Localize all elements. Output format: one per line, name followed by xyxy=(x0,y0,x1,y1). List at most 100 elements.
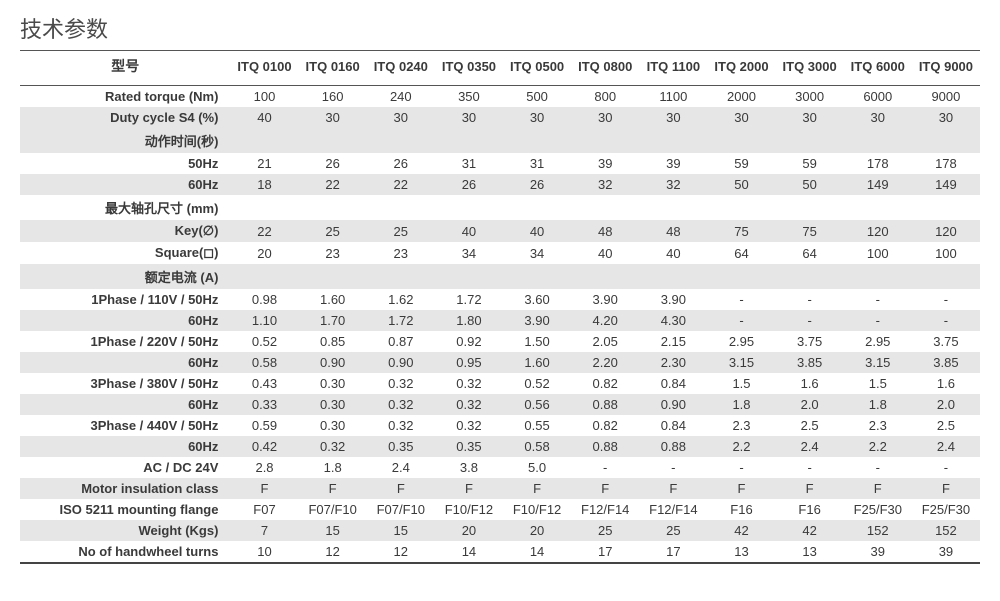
row-label: 60Hz xyxy=(20,310,230,331)
cell: - xyxy=(571,457,639,478)
cell: 0.88 xyxy=(571,436,639,457)
cell: 48 xyxy=(571,220,639,242)
top-rule xyxy=(20,50,980,51)
cell: 26 xyxy=(367,153,435,174)
cell: 3.90 xyxy=(571,289,639,310)
cell: F07/F10 xyxy=(299,499,367,520)
cell: - xyxy=(912,289,980,310)
col-head: ITQ 0100 xyxy=(230,53,298,79)
cell: 3000 xyxy=(776,86,844,107)
cell: 240 xyxy=(367,86,435,107)
cell: 39 xyxy=(912,541,980,562)
cell: - xyxy=(844,289,912,310)
cell: 0.90 xyxy=(299,352,367,373)
cell: 5.0 xyxy=(503,457,571,478)
cell: 40 xyxy=(230,107,298,128)
col-head: ITQ 0240 xyxy=(367,53,435,79)
cell: - xyxy=(707,457,775,478)
cell: 40 xyxy=(571,242,639,264)
cell: 1.6 xyxy=(912,373,980,394)
cell: 2.95 xyxy=(844,331,912,352)
cell: 30 xyxy=(639,107,707,128)
cell: 3.15 xyxy=(844,352,912,373)
cell: 9000 xyxy=(912,86,980,107)
cell: 30 xyxy=(707,107,775,128)
cell: 0.32 xyxy=(435,394,503,415)
cell: F xyxy=(639,478,707,499)
cell xyxy=(912,195,980,220)
cell: F xyxy=(707,478,775,499)
cell: 1.72 xyxy=(367,310,435,331)
cell: F xyxy=(230,478,298,499)
cell: F xyxy=(367,478,435,499)
cell: F xyxy=(776,478,844,499)
table-row: 最大轴孔尺寸 (mm) xyxy=(20,195,980,220)
cell xyxy=(639,264,707,289)
row-label: 动作时间(秒) xyxy=(20,128,230,153)
row-label: 50Hz xyxy=(20,153,230,174)
cell xyxy=(435,195,503,220)
cell: 0.33 xyxy=(230,394,298,415)
page-title: 技术参数 xyxy=(20,12,980,44)
cell: 1.60 xyxy=(503,352,571,373)
cell: 1.72 xyxy=(435,289,503,310)
cell: 0.84 xyxy=(639,415,707,436)
cell: 100 xyxy=(230,86,298,107)
model-label: 型号 xyxy=(20,53,230,79)
table-row: 60Hz0.580.900.900.951.602.202.303.153.85… xyxy=(20,352,980,373)
cell xyxy=(503,264,571,289)
col-head: ITQ 3000 xyxy=(776,53,844,79)
cell: 0.92 xyxy=(435,331,503,352)
cell: 30 xyxy=(435,107,503,128)
row-label: 60Hz xyxy=(20,352,230,373)
cell: 0.98 xyxy=(230,289,298,310)
cell: - xyxy=(912,310,980,331)
cell: 75 xyxy=(707,220,775,242)
cell: F10/F12 xyxy=(503,499,571,520)
cell: 1.5 xyxy=(707,373,775,394)
cell: - xyxy=(776,289,844,310)
table-row: Duty cycle S4 (%)4030303030303030303030 xyxy=(20,107,980,128)
cell: - xyxy=(639,457,707,478)
cell: - xyxy=(776,457,844,478)
cell: F12/F14 xyxy=(639,499,707,520)
cell: 21 xyxy=(230,153,298,174)
cell: 0.42 xyxy=(230,436,298,457)
cell: 120 xyxy=(844,220,912,242)
cell: 1.8 xyxy=(707,394,775,415)
cell: 0.90 xyxy=(639,394,707,415)
cell: 0.95 xyxy=(435,352,503,373)
cell xyxy=(707,195,775,220)
cell xyxy=(299,195,367,220)
table-row: 3Phase / 380V / 50Hz0.430.300.320.320.52… xyxy=(20,373,980,394)
cell: 3.8 xyxy=(435,457,503,478)
table-row: 60Hz1.101.701.721.803.904.204.30---- xyxy=(20,310,980,331)
col-head: ITQ 0500 xyxy=(503,53,571,79)
cell: F07/F10 xyxy=(367,499,435,520)
bottom-rule xyxy=(20,562,980,564)
row-label: Key(∅) xyxy=(20,220,230,242)
cell: 14 xyxy=(435,541,503,562)
cell: 0.84 xyxy=(639,373,707,394)
cell: 23 xyxy=(299,242,367,264)
cell: 3.15 xyxy=(707,352,775,373)
cell: - xyxy=(707,310,775,331)
cell: 64 xyxy=(707,242,775,264)
cell: 3.60 xyxy=(503,289,571,310)
cell xyxy=(639,195,707,220)
col-head: ITQ 2000 xyxy=(707,53,775,79)
row-label: Duty cycle S4 (%) xyxy=(20,107,230,128)
cell xyxy=(367,195,435,220)
cell: 1.62 xyxy=(367,289,435,310)
cell xyxy=(707,128,775,153)
cell: 0.32 xyxy=(367,373,435,394)
cell: 32 xyxy=(571,174,639,195)
cell: 25 xyxy=(571,520,639,541)
cell: 3.75 xyxy=(776,331,844,352)
row-label: 3Phase / 380V / 50Hz xyxy=(20,373,230,394)
cell: F xyxy=(571,478,639,499)
cell: 1.8 xyxy=(844,394,912,415)
cell: 39 xyxy=(571,153,639,174)
cell: 120 xyxy=(912,220,980,242)
cell: 149 xyxy=(844,174,912,195)
